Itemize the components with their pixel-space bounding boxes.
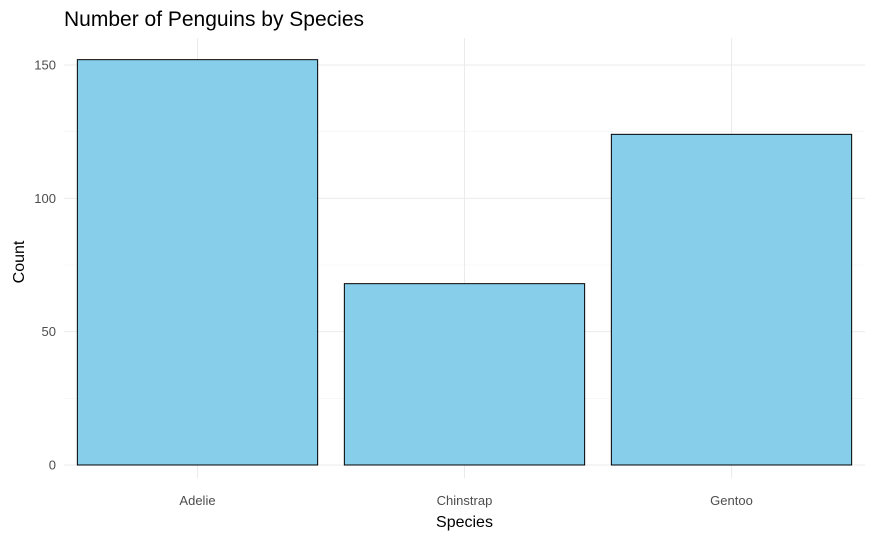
y-axis-title: Count (11, 240, 28, 283)
x-tick-label: Adelie (179, 493, 215, 508)
bar-chinstrap (343, 283, 586, 466)
bar-adelie (76, 59, 319, 466)
x-tick-label: Gentoo (710, 493, 753, 508)
y-tick-label: 150 (34, 58, 56, 73)
y-tick-label: 0 (49, 458, 56, 473)
y-axis-ticks: 0 50 100 150 (34, 58, 56, 473)
x-axis-title: Species (436, 514, 493, 531)
y-tick-label: 100 (34, 191, 56, 206)
bars (76, 59, 853, 466)
y-tick-label: 50 (42, 324, 56, 339)
x-axis-ticks: Adelie Chinstrap Gentoo (179, 493, 752, 508)
chart-title: Number of Penguins by Species (64, 8, 364, 31)
bar-gentoo (610, 133, 853, 466)
x-tick-label: Chinstrap (437, 493, 493, 508)
